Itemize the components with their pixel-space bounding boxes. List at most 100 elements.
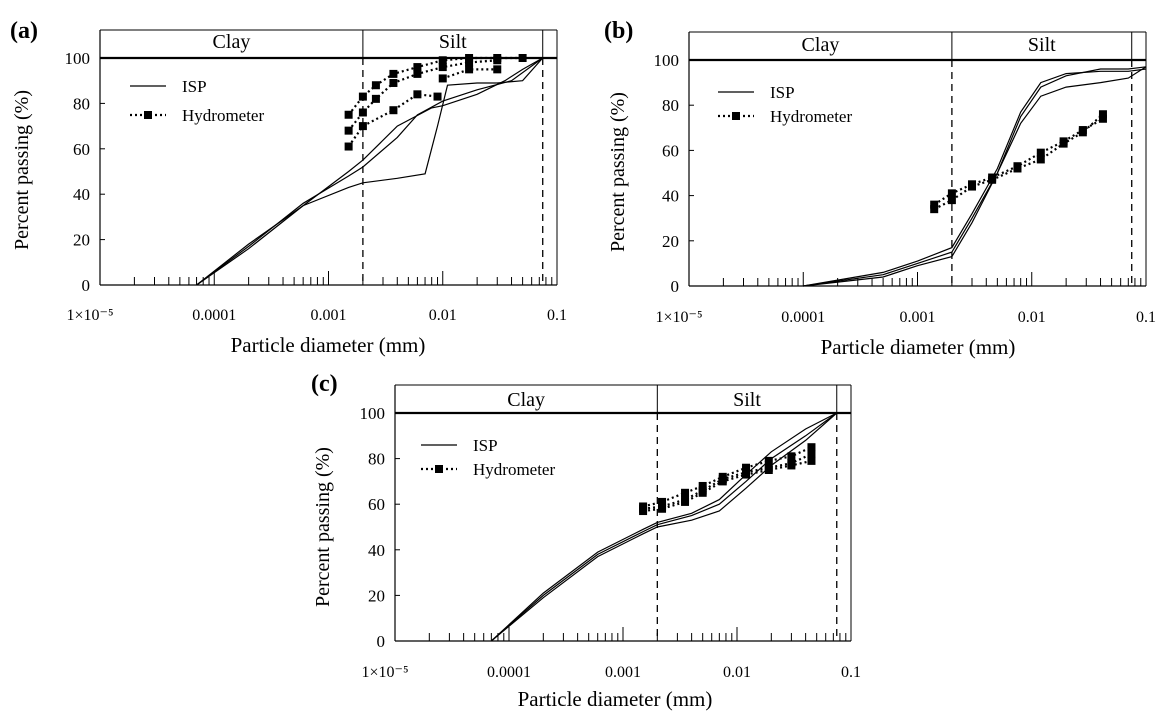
isp-curve [490, 412, 838, 642]
y-axis-title: Percent passing (%) [11, 90, 33, 250]
hydrometer-point [493, 56, 502, 65]
hydrometer-point [518, 54, 527, 62]
hydrometer-point [465, 65, 474, 74]
hydrometer-point [344, 110, 353, 119]
legend-hydrometer-marker [732, 112, 740, 120]
hydrometer-point [968, 182, 977, 191]
hydrometer-point [930, 205, 939, 214]
hydrometer-point [764, 456, 773, 465]
legend-label-hydrometer: Hydrometer [473, 460, 555, 479]
hydrometer-point [1098, 114, 1107, 123]
x-tick-label: 0.001 [605, 664, 641, 681]
hydrometer-point [438, 56, 447, 65]
y-axis-title: Percent passing (%) [312, 447, 334, 607]
hydrometer-point [742, 470, 751, 479]
hydrometer-curve [642, 452, 812, 510]
chart-panel-1: Clay Silt 0 20 40 60 80 100 1×10⁻⁵ 0.0001 0.001 0.0… [10, 18, 567, 357]
y-tick-label: 20 [73, 231, 90, 250]
x-tick-label: 0.1 [841, 664, 861, 681]
x-tick-label: 1×10⁻⁵ [66, 307, 113, 324]
panel-label: (b) [604, 18, 633, 44]
hydrometer-point [947, 196, 956, 205]
hydrometer-point [1036, 148, 1045, 157]
hydrometer-point [807, 456, 816, 465]
hydrometer-point [389, 69, 398, 78]
isp-curve [803, 66, 1147, 287]
x-axis-title: Particle diameter (mm) [231, 333, 426, 357]
legend-label-isp: ISP [770, 83, 795, 102]
isp-curve [490, 412, 838, 642]
isp-curve [196, 57, 544, 286]
y-tick-label: 100 [654, 51, 680, 70]
y-tick-label: 0 [671, 277, 680, 296]
y-tick-label: 80 [73, 94, 90, 113]
y-tick-label: 20 [662, 232, 679, 251]
hydrometer-point [681, 488, 690, 497]
x-tick-label: 0.01 [429, 307, 457, 324]
x-tick-label: 0.001 [311, 307, 347, 324]
hydrometer-point [438, 63, 447, 72]
y-tick-label: 60 [368, 495, 385, 514]
y-tick-label: 60 [73, 140, 90, 159]
hydrometer-point [930, 200, 939, 209]
isp-curve [803, 66, 1147, 287]
isp-curve [196, 57, 543, 286]
hydrometer-point [358, 92, 367, 101]
x-tick-label: 0.01 [723, 664, 751, 681]
x-tick-label: 1×10⁻⁵ [361, 664, 408, 681]
hydrometer-point [389, 106, 398, 115]
panel-label: (c) [311, 371, 338, 397]
hydrometer-point [742, 463, 751, 472]
zone-label-silt: Silt [733, 389, 761, 411]
legend-label-isp: ISP [182, 77, 207, 96]
hydrometer-point [371, 94, 380, 103]
y-axis-title: Percent passing (%) [607, 92, 629, 252]
y-tick-label: 20 [368, 586, 385, 605]
hydrometer-point [698, 481, 707, 490]
legend-hydrometer-marker [435, 465, 443, 473]
y-tick-label: 60 [662, 141, 679, 160]
hydrometer-point [787, 452, 796, 461]
hydrometer-point [413, 63, 422, 72]
zone-label-silt: Silt [1028, 34, 1056, 56]
isp-curve [490, 412, 838, 642]
y-tick-label: 0 [82, 276, 91, 295]
hydrometer-point [358, 108, 367, 117]
hydrometer-point [433, 92, 442, 101]
zone-label-clay: Clay [213, 31, 251, 53]
y-tick-label: 100 [360, 404, 386, 423]
y-tick-label: 80 [368, 450, 385, 469]
x-tick-label: 0.0001 [781, 309, 825, 326]
hydrometer-point [413, 90, 422, 99]
hydrometer-point [389, 78, 398, 87]
y-tick-label: 0 [377, 632, 386, 651]
hydrometer-point [988, 175, 997, 184]
isp-curve [803, 68, 1147, 287]
hydrometer-point [681, 497, 690, 506]
hydrometer-curve [442, 68, 498, 80]
chart-panel-3: Clay Silt 0 20 40 60 80 100 1×10⁻⁵ 0.0001 0.001 0.0… [311, 371, 861, 711]
hydrometer-curve [933, 117, 1104, 206]
hydrometer-point [764, 466, 773, 474]
hydrometer-point [698, 488, 707, 497]
hydrometer-point [465, 58, 474, 67]
hydrometer-point [344, 126, 353, 135]
hydrometer-point [493, 65, 502, 74]
legend-hydrometer-marker [144, 111, 152, 119]
hydrometer-point [438, 74, 447, 83]
hydrometer-point [658, 497, 667, 506]
hydrometer-point [1036, 155, 1045, 164]
hydrometer-point [1013, 164, 1022, 173]
y-tick-label: 40 [368, 541, 385, 560]
x-axis-title: Particle diameter (mm) [518, 687, 713, 711]
hydrometer-point [947, 189, 956, 198]
hydrometer-point [358, 122, 367, 131]
hydrometer-point [413, 69, 422, 78]
hydrometer-point [1098, 110, 1107, 119]
y-tick-label: 80 [662, 96, 679, 115]
x-tick-label: 0.0001 [487, 664, 531, 681]
hydrometer-point [807, 443, 816, 452]
x-tick-label: 0.0001 [192, 307, 236, 324]
legend-label-hydrometer: Hydrometer [182, 106, 264, 125]
hydrometer-curve [347, 93, 438, 148]
